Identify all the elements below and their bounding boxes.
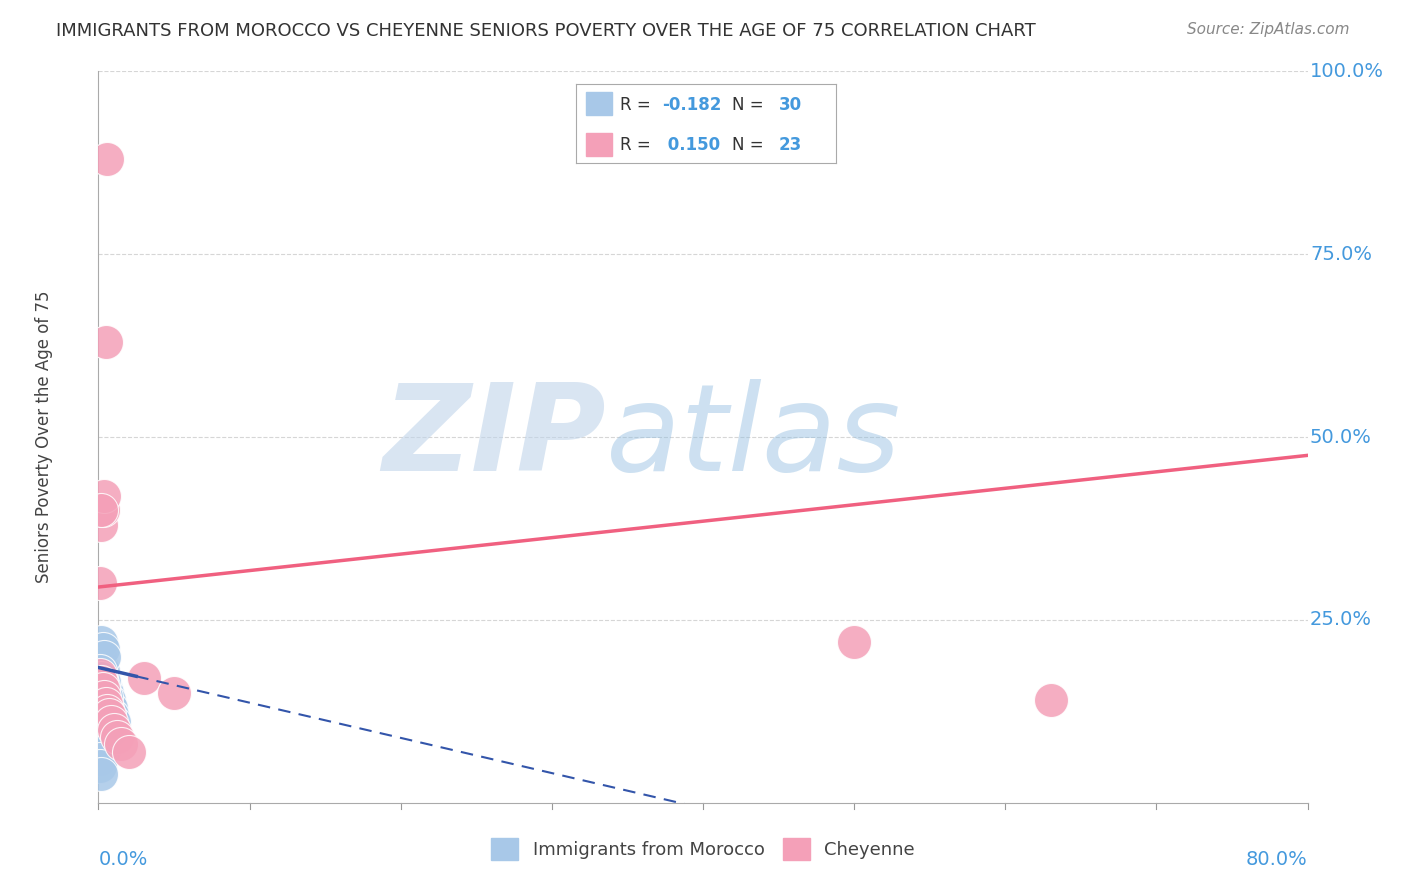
Point [90,675,112,690]
Point [96,686,118,700]
Text: 80.0%: 80.0% [1246,850,1308,870]
Point [93,649,115,664]
Text: 50.0%: 50.0% [1310,427,1372,447]
Point [132,672,155,686]
Point [90,635,112,649]
Text: atlas: atlas [606,378,901,496]
Point [96,152,118,166]
Text: 75.0%: 75.0% [1310,244,1372,264]
Point [1039,693,1062,707]
Text: Seniors Poverty Over the Age of 75: Seniors Poverty Over the Age of 75 [35,291,53,583]
Point [91,664,114,678]
Point [90,667,112,681]
Point [91,682,114,697]
Text: ZIP: ZIP [382,378,606,496]
Point [89,664,111,678]
Point [90,766,112,780]
Point [103,715,125,730]
Point [101,708,124,723]
Point [89,649,111,664]
Text: Source: ZipAtlas.com: Source: ZipAtlas.com [1187,22,1350,37]
Point [93,675,115,690]
Point [98,708,121,723]
Point [89,752,111,766]
Point [90,672,112,686]
Point [94,690,117,704]
Point [89,576,111,591]
Point [89,759,111,773]
Point [96,700,118,714]
Point [91,672,114,686]
Point [90,657,112,671]
Point [89,660,111,674]
Point [90,737,112,751]
Point [93,679,115,693]
Point [844,635,866,649]
Point [90,503,112,517]
Point [100,700,122,714]
Point [105,730,128,744]
Point [91,642,114,657]
Point [91,745,114,759]
Text: IMMIGRANTS FROM MOROCCO VS CHEYENNE SENIORS POVERTY OVER THE AGE OF 75 CORRELATI: IMMIGRANTS FROM MOROCCO VS CHEYENNE SENI… [56,22,1036,40]
Point [91,679,114,693]
Point [110,737,132,751]
Point [94,697,117,711]
Point [100,715,122,730]
Point [89,667,111,681]
Point [98,693,121,707]
Point [118,745,141,759]
Point [103,723,125,737]
Point [89,730,111,744]
Point [98,708,121,723]
Point [94,682,117,697]
Point [91,503,114,517]
Legend: Immigrants from Morocco, Cheyenne: Immigrants from Morocco, Cheyenne [484,830,922,867]
Text: 100.0%: 100.0% [1310,62,1384,81]
Point [96,705,118,719]
Point [163,686,186,700]
Point [100,723,122,737]
Text: 0.0%: 0.0% [98,850,148,870]
Text: 25.0%: 25.0% [1310,610,1372,630]
Point [93,690,115,704]
Point [94,334,117,349]
Point [93,489,115,503]
Point [90,517,112,532]
